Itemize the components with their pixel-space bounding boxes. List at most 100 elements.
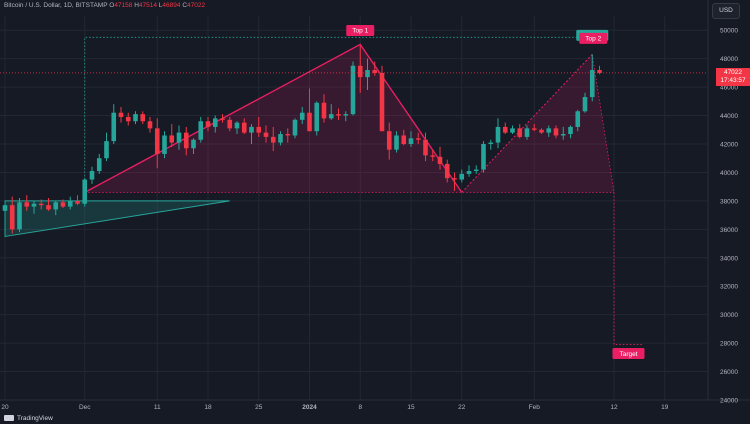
candle-body bbox=[299, 112, 305, 120]
y-tick-label: 48000 bbox=[720, 56, 738, 63]
candle-body bbox=[466, 171, 472, 174]
x-tick-label: 20 bbox=[1, 404, 9, 411]
top-1-label: Top 1 bbox=[352, 28, 368, 35]
candle-body bbox=[488, 142, 494, 144]
y-tick-label: 26000 bbox=[720, 369, 738, 376]
y-tick-label: 32000 bbox=[720, 284, 738, 291]
candle-body bbox=[285, 134, 291, 136]
x-tick-label: Dec bbox=[79, 404, 91, 411]
candle-body bbox=[67, 200, 73, 207]
candle-body bbox=[336, 114, 341, 116]
x-tick-label: 15 bbox=[407, 404, 415, 411]
candle-body bbox=[423, 139, 428, 156]
candle-body bbox=[473, 169, 479, 172]
candle-body bbox=[575, 111, 581, 127]
candle-body bbox=[568, 126, 573, 135]
candle-body bbox=[314, 102, 320, 132]
candle-body bbox=[495, 126, 501, 143]
candle-body bbox=[147, 121, 153, 129]
symbol-header: Bitcoin / U.S. Dollar, 1D, BITSTAMP O471… bbox=[4, 2, 205, 9]
candle-body bbox=[597, 70, 602, 73]
candle-body bbox=[444, 163, 450, 179]
candle-body bbox=[75, 200, 80, 204]
candle-body bbox=[546, 128, 552, 133]
candle-body bbox=[372, 70, 378, 73]
double-top-left-leg bbox=[84, 43, 463, 193]
x-tick-label: 2024 bbox=[302, 404, 317, 411]
ohlc-low-label: L bbox=[158, 2, 163, 9]
symbol-name: Bitcoin / U.S. Dollar, 1D, BITSTAMP bbox=[4, 2, 108, 9]
candle-body bbox=[96, 158, 102, 172]
candle-body bbox=[582, 97, 588, 112]
candle-body bbox=[365, 70, 370, 78]
candle-body bbox=[53, 202, 59, 210]
x-tick-label: 22 bbox=[458, 404, 466, 411]
y-tick-label: 50000 bbox=[720, 28, 738, 35]
y-tick-label: 34000 bbox=[720, 255, 738, 262]
candle-body bbox=[437, 156, 443, 164]
candle-body bbox=[60, 202, 66, 207]
y-tick-label: 42000 bbox=[720, 142, 738, 149]
candle-body bbox=[328, 114, 334, 119]
candle-body bbox=[481, 144, 486, 170]
currency-button[interactable]: USD bbox=[712, 3, 740, 19]
y-tick-label: 30000 bbox=[720, 312, 738, 319]
last-price-value: 47022 bbox=[723, 68, 743, 76]
candle-body bbox=[241, 122, 247, 133]
y-tick-label: 38000 bbox=[720, 198, 738, 205]
candle-body bbox=[531, 128, 537, 130]
candle-body bbox=[191, 139, 196, 149]
candle-body bbox=[234, 122, 240, 129]
candle-body bbox=[539, 129, 544, 133]
ohlc-open-label: O bbox=[109, 2, 115, 9]
candle-body bbox=[118, 112, 124, 117]
x-tick-label: 8 bbox=[358, 404, 362, 411]
candle-body bbox=[17, 202, 22, 230]
x-tick-label: 12 bbox=[610, 404, 618, 411]
top-2-label-bg bbox=[579, 32, 608, 44]
candle-body bbox=[394, 135, 399, 150]
candle-body bbox=[162, 135, 167, 154]
y-tick-label: 28000 bbox=[720, 341, 738, 348]
ohlc-close: 47022 bbox=[187, 2, 206, 9]
double-top-right-down bbox=[591, 54, 615, 193]
candle-body bbox=[524, 128, 530, 137]
candle-body bbox=[307, 112, 312, 132]
candle-body bbox=[430, 155, 436, 157]
y-tick-label: 44000 bbox=[720, 113, 738, 120]
triangle-pattern bbox=[4, 200, 230, 238]
y-tick-label: 36000 bbox=[720, 227, 738, 234]
candle-body bbox=[176, 132, 182, 143]
candle-body bbox=[510, 128, 515, 133]
candle-body bbox=[9, 205, 15, 230]
ohlc-low: 46894 bbox=[162, 2, 181, 9]
candle-body bbox=[125, 116, 131, 122]
candle-body bbox=[46, 205, 51, 210]
tradingview-logo-icon bbox=[4, 415, 14, 422]
candle-body bbox=[31, 203, 37, 207]
x-tick-label: 18 bbox=[204, 404, 212, 411]
candle-body bbox=[198, 121, 204, 140]
candle-body bbox=[560, 134, 566, 136]
candle-body bbox=[133, 114, 138, 122]
target-low-label: Target bbox=[619, 351, 637, 358]
candle-body bbox=[379, 72, 385, 132]
candle-body bbox=[263, 132, 269, 137]
candle-body bbox=[401, 135, 407, 144]
candle-body bbox=[169, 135, 175, 143]
ohlc-high-label: H bbox=[134, 2, 139, 9]
candle-body bbox=[589, 70, 595, 98]
candle-body bbox=[408, 138, 414, 144]
candle-body bbox=[82, 179, 88, 204]
ohlc-high: 47514 bbox=[138, 2, 157, 9]
ohlc-open: 47158 bbox=[114, 2, 133, 9]
target-low-label-bg bbox=[612, 348, 645, 360]
candle-body bbox=[205, 121, 211, 127]
candle-body bbox=[343, 114, 349, 116]
candle-body bbox=[38, 203, 44, 206]
candle-body bbox=[292, 119, 298, 136]
candle-body bbox=[183, 132, 189, 149]
candle-body bbox=[89, 171, 95, 180]
branding-text: TradingView bbox=[17, 415, 53, 422]
